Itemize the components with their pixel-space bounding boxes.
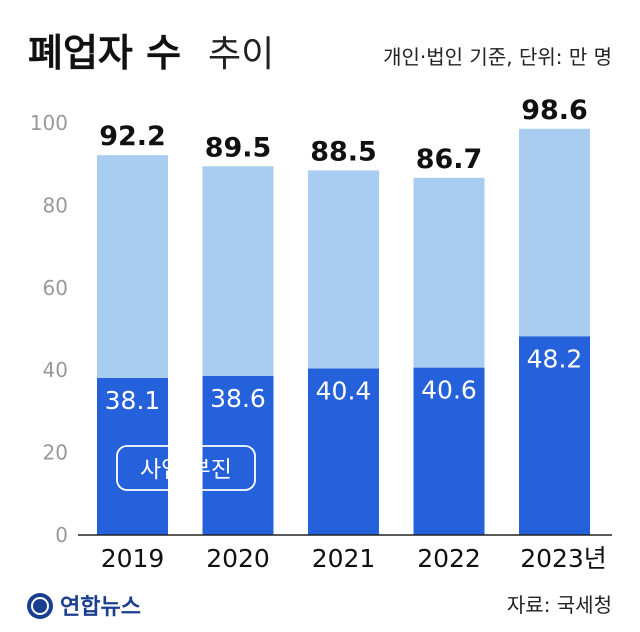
x-tick-label: 2019 bbox=[101, 544, 165, 573]
publisher-logo: 연합뉴스 bbox=[27, 593, 141, 620]
total-value-label: 98.6 bbox=[521, 95, 588, 126]
y-axis: 0 20 40 60 80 100 bbox=[30, 111, 68, 547]
y-tick-label: 60 bbox=[43, 276, 68, 300]
bars-group bbox=[97, 128, 590, 536]
series-value-label: 40.6 bbox=[421, 376, 477, 405]
y-tick-label: 100 bbox=[30, 111, 68, 135]
legend: 사업 부진 bbox=[116, 445, 256, 491]
y-tick-label: 0 bbox=[55, 523, 68, 547]
series-value-label: 38.6 bbox=[210, 384, 266, 413]
legend-label: 사업 부진 bbox=[140, 457, 232, 483]
chart-title: 폐업자 수 bbox=[28, 31, 181, 75]
y-tick-label: 80 bbox=[43, 193, 68, 217]
total-value-label: 88.5 bbox=[310, 136, 377, 167]
series-value-label: 38.1 bbox=[105, 386, 161, 415]
legend-box bbox=[116, 445, 256, 491]
series-bar bbox=[308, 368, 379, 535]
series-bar bbox=[413, 367, 485, 535]
x-tick-label: 2023년 bbox=[520, 544, 607, 573]
series-value-label: 40.4 bbox=[316, 377, 372, 406]
x-tick-label: 2021 bbox=[312, 544, 376, 573]
total-value-label: 86.7 bbox=[416, 144, 483, 175]
x-axis: 2019 2020 2021 2022 2023년 bbox=[101, 544, 607, 573]
y-tick-label: 40 bbox=[43, 358, 68, 382]
series-bar bbox=[202, 375, 274, 535]
series-bar bbox=[519, 336, 590, 535]
unit-note: 개인·법인 기준, 단위: 만 명 bbox=[383, 45, 612, 69]
series-bar bbox=[97, 378, 168, 535]
labels-group: 92.2 38.1 89.5 38.6 88.5 40.4 86.7 40.6 98.6 48.2 bbox=[99, 95, 588, 415]
logo-text: 연합뉴스 bbox=[60, 594, 141, 620]
total-value-label: 89.5 bbox=[205, 132, 272, 163]
y-tick-label: 20 bbox=[43, 441, 68, 465]
total-value-label: 92.2 bbox=[99, 121, 166, 152]
source-note: 자료: 국세청 bbox=[507, 593, 612, 617]
x-tick-label: 2022 bbox=[417, 544, 481, 573]
series-value-label: 48.2 bbox=[527, 344, 583, 373]
logo-emblem-icon bbox=[27, 593, 53, 619]
chart-title-suffix: 추이 bbox=[208, 34, 274, 75]
x-tick-label: 2020 bbox=[206, 544, 270, 573]
